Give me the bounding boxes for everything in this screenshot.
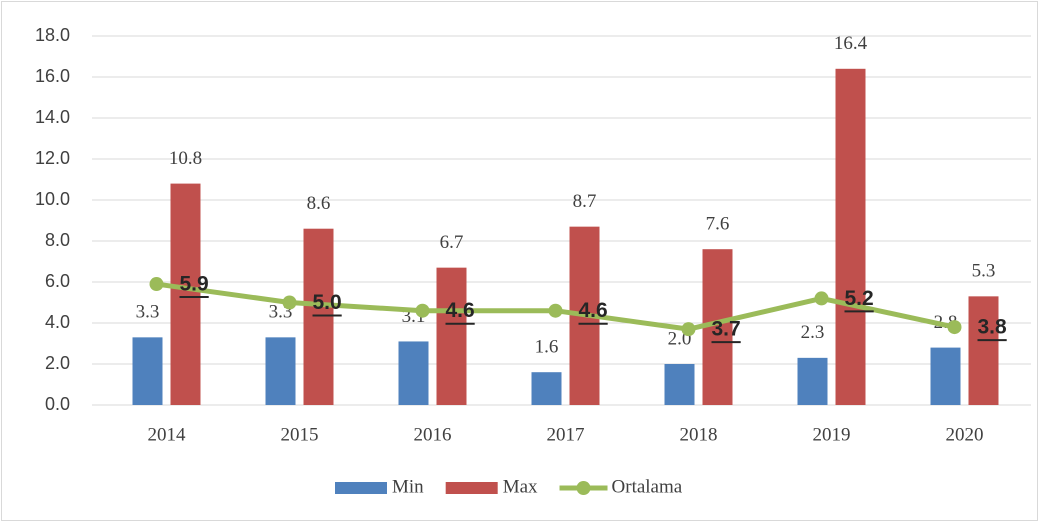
bar	[968, 296, 999, 405]
bar	[835, 68, 866, 406]
bar-value-label: 16.4	[834, 33, 868, 54]
bar-value-label: 10.8	[169, 148, 202, 169]
line-value-label: 3.7	[712, 318, 741, 341]
x-tick-label: 2015	[281, 424, 319, 445]
y-tick-label: 8.0	[45, 230, 70, 250]
bar-value-label: 2.3	[801, 322, 825, 343]
y-tick-label: 12.0	[35, 148, 70, 168]
bar-value-label: 6.7	[440, 232, 464, 253]
y-tick-label: 0.0	[45, 394, 70, 414]
bar-value-label: 1.6	[535, 337, 559, 358]
bar-value-label: 7.6	[706, 214, 730, 235]
line-point	[814, 291, 829, 306]
line-point	[947, 320, 962, 335]
x-tick-label: 2018	[680, 424, 718, 445]
x-tick-label: 2020	[946, 424, 984, 445]
bar-value-label: 8.6	[307, 193, 331, 214]
line-point	[681, 322, 696, 337]
bar	[132, 337, 163, 405]
x-tick-label: 2016	[414, 424, 452, 445]
legend-swatch-dot	[576, 481, 591, 495]
y-tick-label: 16.0	[35, 66, 70, 86]
line-value-label: 3.8	[978, 316, 1008, 339]
line-value-label: 5.9	[180, 273, 209, 296]
bar-value-label: 8.7	[573, 191, 597, 212]
legend-swatch	[335, 482, 387, 494]
legend-swatch	[445, 482, 498, 494]
line-value-label: 4.6	[579, 299, 608, 322]
line-value-label: 5.2	[845, 287, 874, 310]
line-point	[149, 277, 164, 292]
y-tick-label: 10.0	[35, 189, 70, 209]
y-tick-label: 6.0	[45, 271, 70, 291]
legend-label: Min	[392, 476, 424, 497]
bar	[531, 372, 562, 405]
y-tick-label: 18.0	[35, 25, 70, 45]
y-tick-label: 14.0	[35, 107, 70, 127]
y-tick-label: 2.0	[45, 353, 70, 373]
bar	[398, 341, 429, 405]
line-value-label: 4.6	[446, 299, 475, 322]
bar	[664, 364, 695, 405]
legend-label: Ortalama	[612, 476, 683, 497]
bar-value-label: 3.3	[136, 302, 160, 323]
line-point	[415, 303, 430, 318]
line-value-label: 5.0	[313, 291, 342, 314]
bar	[303, 228, 334, 405]
x-tick-label: 2019	[813, 424, 851, 445]
bar-value-label: 5.3	[972, 261, 996, 282]
bar	[265, 337, 296, 405]
line-point	[282, 295, 297, 310]
bar	[930, 347, 961, 405]
x-tick-label: 2014	[148, 424, 187, 445]
x-tick-label: 2017	[547, 424, 585, 445]
bar	[170, 183, 201, 405]
bar	[797, 357, 828, 405]
bar	[436, 267, 467, 405]
legend-label: Max	[503, 476, 538, 497]
line-point	[548, 303, 563, 318]
y-tick-label: 4.0	[45, 312, 70, 332]
